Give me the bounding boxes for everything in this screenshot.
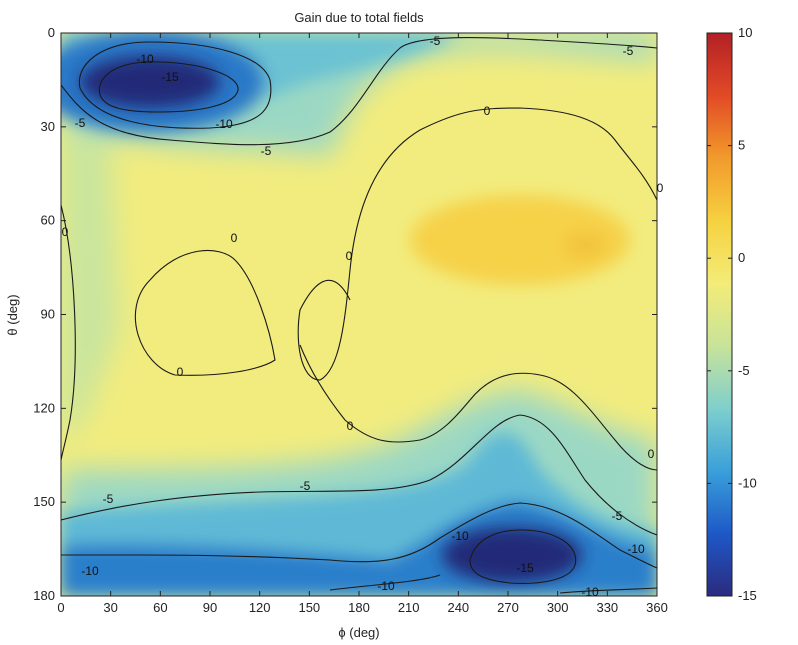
y-axis-title: θ (deg) [5, 294, 20, 335]
warm-spot-right [410, 195, 630, 285]
contour-label: 0 [346, 249, 353, 263]
x-tick-label: 300 [547, 600, 569, 615]
contour-line-0-bulge [134, 249, 276, 376]
contour-label: -10 [81, 564, 99, 578]
contour-line-minus10-bottom-right [559, 587, 657, 594]
contour-label: -10 [377, 579, 395, 593]
contour-line-minus5-lower [61, 414, 657, 536]
x-tick-label: 120 [249, 600, 271, 615]
x-tick-label: 0 [57, 600, 64, 615]
contour-label: -5 [623, 44, 634, 58]
contour-line-0-arc [297, 107, 657, 381]
plot-area [60, 32, 658, 597]
x-tick-label: 30 [103, 600, 117, 615]
y-axis: 0 30 60 90 120 150 180 [33, 25, 657, 603]
contour-label: 0 [657, 181, 664, 195]
colorbar-tick-label: 10 [738, 25, 752, 40]
x-tick-label: 60 [153, 600, 167, 615]
contour-label: 0 [484, 104, 491, 118]
colorbar-tick-label: -10 [738, 475, 757, 490]
chart-title: Gain due to total fields [294, 10, 424, 25]
colorbar-ticks: 10 5 0 -5 -10 -15 [707, 25, 757, 603]
contour-line-minus15-bottom [469, 529, 577, 584]
band-low-left [61, 120, 120, 440]
colorbar-tick-label: -15 [738, 588, 757, 603]
contour-label: 0 [347, 419, 354, 433]
heat-field [61, 33, 657, 596]
contour-labels: -15 -10 -10 -5 -5 0 0 0 0 0 0 0 0 -5 -5 … [62, 34, 664, 599]
contour-label: 0 [62, 225, 69, 239]
colorbar-tick-label: -5 [738, 363, 750, 378]
x-tick-label: 360 [646, 600, 668, 615]
x-tick-label: 180 [348, 600, 370, 615]
contour-line-0-lower [299, 344, 657, 471]
contour-label: -10 [136, 52, 154, 66]
contour-line-0-left [61, 204, 76, 461]
y-tick-label: 60 [41, 213, 55, 228]
contour-line-minus15-top [98, 61, 239, 113]
contour-label: -5 [430, 34, 441, 48]
contour-lines [61, 37, 657, 594]
contour-label: 0 [648, 447, 655, 461]
contour-line-minus10-top [78, 41, 272, 129]
contour-line-minus10-lower [61, 502, 657, 569]
x-tick-label: 150 [298, 600, 320, 615]
y-tick-label: 180 [33, 588, 55, 603]
cold-spot-bottom-inner [442, 527, 582, 583]
y-tick-label: 30 [41, 119, 55, 134]
contour-label: -15 [516, 561, 534, 575]
contour-label: -5 [612, 509, 623, 523]
contour-label: -10 [215, 117, 233, 131]
x-tick-label: 330 [596, 600, 618, 615]
x-tick-label: 90 [203, 600, 217, 615]
colorbar-gradient [706, 32, 733, 597]
contour-label: -10 [627, 542, 645, 556]
y-tick-label: 0 [48, 25, 55, 40]
contour-label: -15 [161, 70, 179, 84]
x-tick-label: 210 [398, 600, 420, 615]
contour-label: -5 [300, 479, 311, 493]
y-tick-label: 90 [41, 307, 55, 322]
contour-label: -5 [103, 492, 114, 506]
contour-line-minus5-top [61, 37, 657, 146]
y-tick-label: 150 [33, 494, 55, 509]
colorbar: 10 5 0 -5 -10 -15 [706, 25, 757, 603]
x-tick-label: 240 [447, 600, 469, 615]
contour-label: -5 [75, 116, 86, 130]
y-tick-label: 120 [33, 400, 55, 415]
colorbar-tick-label: 0 [738, 250, 745, 265]
contour-label: -5 [261, 144, 272, 158]
colorbar-tick-label: 5 [738, 138, 745, 153]
contour-line-minus10-bottom [329, 574, 441, 591]
x-axis: 0 30 60 90 120 150 180 210 240 270 300 330 360 [57, 33, 668, 615]
x-axis-title: ϕ (deg) [338, 625, 379, 640]
contour-label: 0 [177, 365, 184, 379]
contour-label: -10 [451, 529, 469, 543]
contour-label: -10 [581, 585, 599, 599]
warm-spot-peak [563, 231, 607, 259]
x-tick-label: 270 [497, 600, 519, 615]
contour-label: 0 [231, 231, 238, 245]
